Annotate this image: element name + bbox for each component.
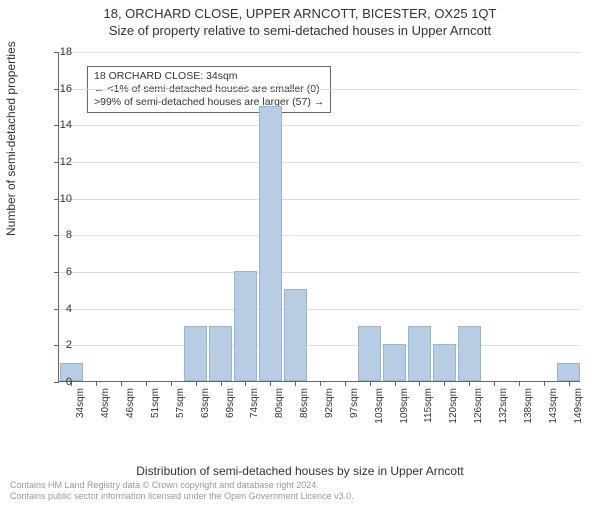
plot-area: 18 ORCHARD CLOSE: 34sqm ← <1% of semi-de… [58,52,580,382]
xtick-mark [320,381,321,386]
xtick-mark [295,381,296,386]
xtick-mark [121,381,122,386]
xtick-label: 69sqm [225,388,236,428]
xtick-label: 143sqm [548,388,559,428]
gridline [59,309,580,310]
xtick-mark [544,381,545,386]
footer-line1: Contains HM Land Registry data © Crown c… [10,480,354,491]
xtick-mark [569,381,570,386]
xtick-label: 109sqm [399,388,410,428]
gridline [59,272,580,273]
bar [383,344,406,381]
xtick-mark [395,381,396,386]
xtick-mark [245,381,246,386]
annotation-box: 18 ORCHARD CLOSE: 34sqm ← <1% of semi-de… [87,66,331,113]
xtick-mark [221,381,222,386]
xtick-label: 80sqm [274,388,285,428]
annotation-line1: 18 ORCHARD CLOSE: 34sqm [94,70,324,83]
xtick-mark [419,381,420,386]
ytick-label: 8 [48,229,72,241]
xtick-mark [96,381,97,386]
chart-title-line1: 18, ORCHARD CLOSE, UPPER ARNCOTT, BICEST… [0,6,600,21]
xtick-label: 120sqm [448,388,459,428]
xtick-label: 86sqm [299,388,310,428]
xtick-mark [494,381,495,386]
xtick-label: 115sqm [423,388,434,428]
xtick-label: 103sqm [374,388,385,428]
xtick-label: 46sqm [125,388,136,428]
annotation-line2: ← <1% of semi-detached houses are smalle… [94,83,324,96]
ytick-label: 6 [48,266,72,278]
xtick-mark [146,381,147,386]
xtick-mark [345,381,346,386]
ytick-label: 16 [48,83,72,95]
ytick-label: 10 [48,193,72,205]
xtick-label: 51sqm [150,388,161,428]
y-axis-label: Number of semi-detached properties [4,41,18,236]
xtick-label: 92sqm [324,388,335,428]
xtick-mark [196,381,197,386]
xtick-mark [519,381,520,386]
bar [408,326,431,381]
gridline [59,89,580,90]
xtick-mark [469,381,470,386]
x-axis-label: Distribution of semi-detached houses by … [0,464,600,478]
bar [284,289,307,381]
footer-attribution: Contains HM Land Registry data © Crown c… [10,480,354,503]
ytick-label: 18 [48,46,72,58]
bar [557,363,580,381]
xtick-mark [171,381,172,386]
xtick-label: 74sqm [249,388,260,428]
xtick-label: 149sqm [573,388,584,428]
bar [433,344,456,381]
bar [209,326,232,381]
xtick-label: 126sqm [473,388,484,428]
xtick-label: 40sqm [100,388,111,428]
gridline [59,235,580,236]
chart-title-line2: Size of property relative to semi-detach… [0,23,600,38]
xtick-mark [444,381,445,386]
xtick-mark [370,381,371,386]
ytick-label: 0 [48,376,72,388]
gridline [59,199,580,200]
ytick-label: 2 [48,339,72,351]
ytick-label: 14 [48,119,72,131]
xtick-mark [270,381,271,386]
gridline [59,162,580,163]
gridline [59,52,580,53]
xtick-label: 132sqm [498,388,509,428]
xtick-label: 138sqm [523,388,534,428]
bar [358,326,381,381]
bar [259,106,282,381]
xtick-label: 97sqm [349,388,360,428]
gridline [59,345,580,346]
ytick-label: 4 [48,303,72,315]
gridline [59,125,580,126]
chart-container: 18 ORCHARD CLOSE: 34sqm ← <1% of semi-de… [58,52,580,422]
xtick-label: 63sqm [200,388,211,428]
bar [184,326,207,381]
bar [234,271,257,381]
bar [458,326,481,381]
annotation-line3: >99% of semi-detached houses are larger … [94,96,324,109]
footer-line2: Contains public sector information licen… [10,491,354,502]
xtick-label: 34sqm [75,388,86,428]
ytick-label: 12 [48,156,72,168]
xtick-label: 57sqm [175,388,186,428]
